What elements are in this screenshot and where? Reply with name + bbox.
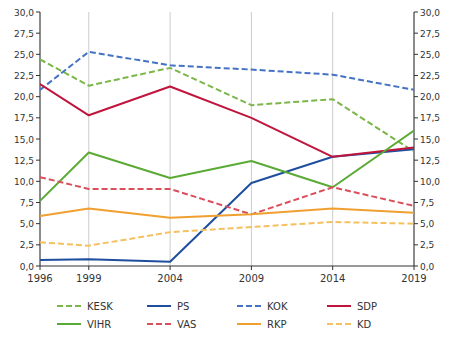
legend-label: RKP [267,319,287,330]
y-tick-label: 25,0 [14,50,34,60]
y-tick-label: 15,0 [14,135,34,145]
y-tick-label: 0,0 [20,262,35,272]
y-tick-label: 10,0 [14,177,34,187]
x-tick [414,266,415,270]
legend-label: KESK [87,301,113,312]
y-tick-label: 12,5 [14,156,34,166]
y-tick-label: 27,5 [14,29,34,39]
x-tick-label: 2014 [320,273,345,284]
legend-swatch [147,323,171,325]
y-tick [36,266,40,267]
grid [40,12,414,266]
legend-swatch [237,305,261,307]
axes: 1996199920042009201420190,02,55,07,510,0… [14,8,440,285]
series-line [40,52,414,90]
y2-tick [414,139,418,140]
y2-tick-label: 0,0 [420,262,435,272]
y2-tick [414,202,418,203]
x-tick [332,266,333,270]
y2-tick-label: 2,5 [420,240,434,250]
y2-tick [414,181,418,182]
x-tick-label: 1999 [76,273,101,284]
x-tick-label: 2004 [157,273,182,284]
y-tick [36,223,40,224]
legend-swatch [237,323,261,325]
x-tick [251,266,252,270]
y-tick [36,117,40,118]
y2-tick [414,75,418,76]
legend-swatch [57,305,81,307]
y-tick [36,96,40,97]
y-tick-label: 5,0 [20,219,35,229]
y-tick-label: 22,5 [14,71,34,81]
legend-label: KD [357,319,372,330]
x-tick-label: 2009 [239,273,264,284]
y-tick [36,202,40,203]
y-tick [36,139,40,140]
y-tick-label: 20,0 [14,92,34,102]
grid-line [88,12,89,266]
y2-tick [414,117,418,118]
y-tick [36,12,40,13]
grid-line [332,12,333,266]
x-tick-label: 1996 [27,273,52,284]
x-tick [40,266,41,270]
legend-swatch [327,305,351,307]
legend-swatch [327,323,351,325]
y2-tick-label: 5,0 [420,219,435,229]
chart: 1996199920042009201420190,02,55,07,510,0… [0,0,454,340]
y2-tick [414,244,418,245]
y2-tick [414,223,418,224]
y2-tick [414,12,418,13]
legend-label: PS [177,301,189,312]
y-tick-label: 2,5 [20,240,34,250]
y2-tick-label: 20,0 [420,92,440,102]
x-tick [88,266,89,270]
x-axis-line [40,266,414,267]
y2-tick-label: 25,0 [420,50,440,60]
y2-tick [414,54,418,55]
y-tick [36,33,40,34]
legend: KESK PS KOK SDP VIHR VAS RKP KD [57,301,377,330]
series-line [40,131,414,201]
y2-tick-label: 22,5 [420,71,440,81]
legend-label: SDP [357,301,377,312]
y2-tick-label: 30,0 [420,8,440,18]
series-line [40,222,414,246]
y2-tick [414,160,418,161]
legend-label: KOK [267,301,288,312]
series-line [40,84,414,157]
y2-tick-label: 27,5 [420,29,440,39]
x-tick [170,266,171,270]
series-line [40,208,414,217]
y2-tick-label: 10,0 [420,177,440,187]
legend-label: VIHR [87,319,111,330]
y2-tick-label: 17,5 [420,113,440,123]
legend-label: VAS [177,319,196,330]
grid-line [170,12,171,266]
lines [40,52,414,262]
y2-tick [414,33,418,34]
series-line [40,59,414,151]
y-tick-label: 30,0 [14,8,34,18]
legend-swatch [147,305,171,307]
y-tick [36,75,40,76]
legend-swatch [57,323,81,325]
y2-tick [414,266,418,267]
y2-tick-label: 15,0 [420,135,440,145]
y2-tick [414,96,418,97]
y2-tick-label: 7,5 [420,198,434,208]
y-tick-label: 7,5 [20,198,34,208]
y-tick [36,244,40,245]
y-tick [36,181,40,182]
x-tick-label: 2019 [401,273,426,284]
y-tick [36,54,40,55]
y-tick [36,160,40,161]
y-tick-label: 17,5 [14,113,34,123]
y2-tick-label: 12,5 [420,156,440,166]
